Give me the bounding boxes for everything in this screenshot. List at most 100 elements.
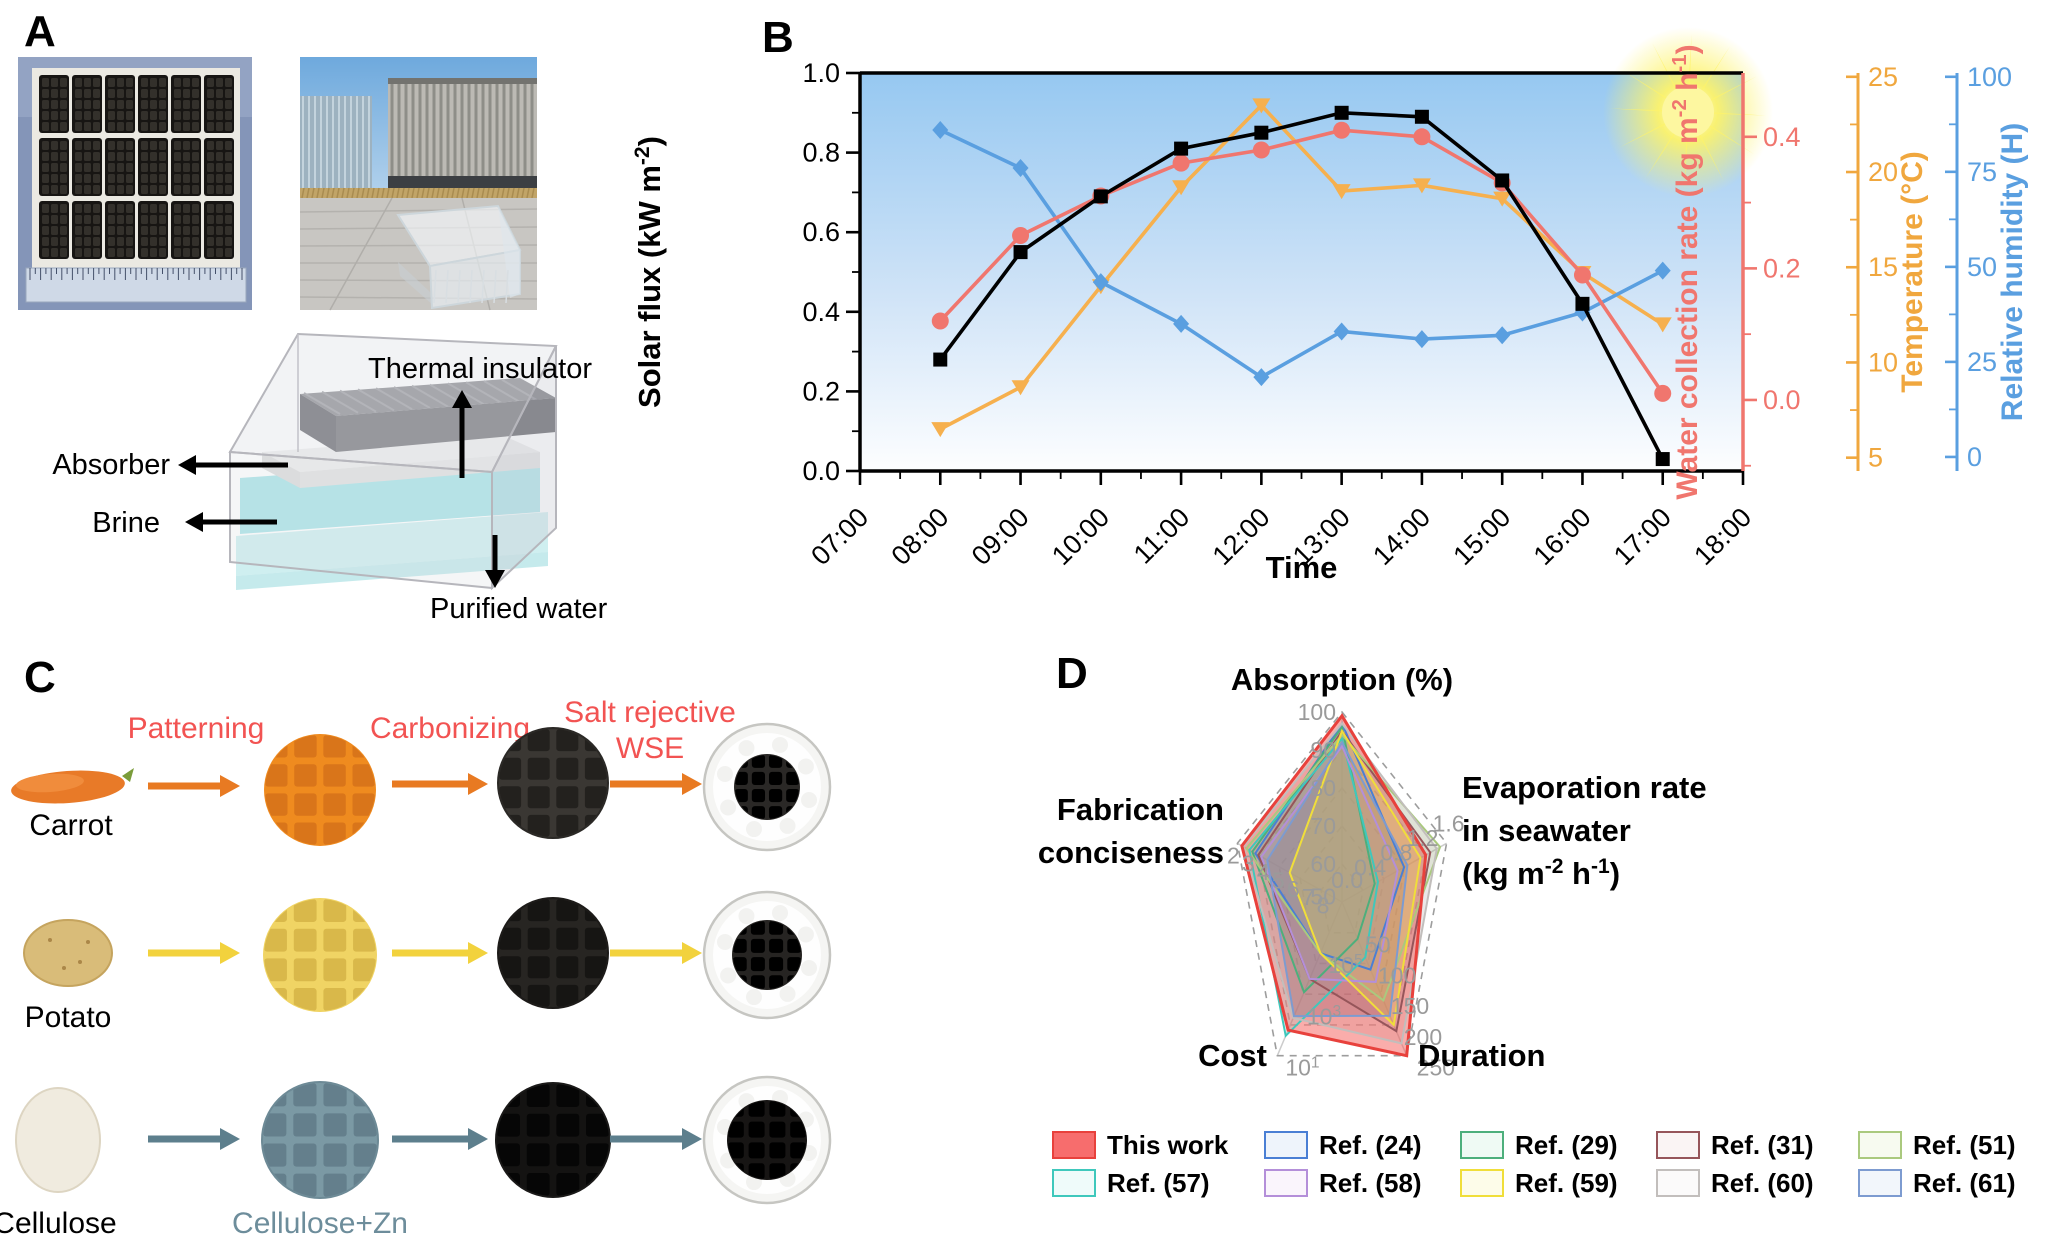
duration-axis-title: Duration (1418, 1038, 1545, 1073)
legend-item: Ref. (61) (1858, 1164, 2044, 1202)
absorption-tick: 80 (1310, 775, 1336, 801)
temp-tick: 15 (1868, 252, 1898, 282)
wse-dish (702, 722, 832, 852)
ruler-icon (25, 267, 247, 303)
time-tick: 10:00 (1046, 502, 1115, 571)
radar-outline (1242, 721, 1438, 1045)
evaporation-tick: 1.6 (1433, 810, 1465, 836)
panel-c-label: C (24, 653, 56, 702)
wse-dish (702, 1075, 832, 1205)
absorption-tick: 50 (1310, 883, 1336, 909)
radar-outline (1251, 724, 1376, 995)
legend-swatch (1460, 1131, 1504, 1159)
legend-swatch (1656, 1169, 1700, 1197)
solar-tick: 0.2 (802, 376, 840, 406)
fabrication-tick: 2 (1227, 842, 1240, 868)
absorption-tick: 90 (1310, 737, 1336, 763)
acrylic-shell (228, 332, 558, 591)
legend-label: Ref. (24) (1319, 1129, 1422, 1160)
radar-outline (1240, 713, 1428, 1058)
patterning-label: Patterning (128, 712, 265, 745)
absorption-tick: 100 (1298, 699, 1336, 725)
time-tick: 17:00 (1608, 502, 1677, 571)
time-tick: 14:00 (1367, 502, 1436, 571)
water-tick: 0.0 (1763, 385, 1801, 415)
legend-label: Ref. (58) (1319, 1167, 1422, 1198)
legend-swatch (1052, 1131, 1096, 1159)
radar-outline (1266, 740, 1409, 1018)
solar-tick: 0.4 (802, 297, 840, 327)
time-tick: 15:00 (1447, 502, 1516, 571)
carbonizing-label: Carbonizing (370, 712, 530, 745)
radar-outline (1254, 721, 1406, 971)
panel-b-chart: 0.0 0.2 0.4 0.6 0.8 1.0 Solar flux (kW m-2) 07:… (631, 27, 2029, 585)
potato-photo (23, 919, 113, 987)
legend-item: Ref. (58) (1264, 1164, 1460, 1202)
legend-item: Ref. (31) (1656, 1126, 1858, 1164)
evaporation-tick: 0.8 (1380, 840, 1412, 866)
legend-label: Ref. (59) (1515, 1167, 1618, 1198)
cost-tick: 103 (1307, 1003, 1341, 1029)
legend-item: This work (1052, 1126, 1264, 1164)
legend-item: Ref. (24) (1264, 1126, 1460, 1164)
solar-axis-title: Solar flux (kW m-2) (631, 136, 667, 408)
fabrication-tick: 5 (1272, 867, 1285, 893)
cellulose-zn-label: Cellulose+Zn (232, 1207, 408, 1240)
legend-item: Ref. (51) (1858, 1126, 2044, 1164)
fabrication-tick: 7 (1302, 884, 1315, 910)
evaporation-axis-title: (kg m-2 h-1) (1462, 855, 1620, 891)
solar-tick: 0.0 (802, 456, 840, 486)
legend-item: Ref. (60) (1656, 1164, 1858, 1202)
temp-tick: 10 (1868, 347, 1898, 377)
outdoor-test-photo (299, 57, 538, 311)
radar-area (1252, 727, 1375, 993)
water-collection-rate-series (931, 121, 1672, 402)
temp-tick: 5 (1868, 443, 1883, 473)
potato-row: Potato (23, 897, 702, 1034)
cellulose-row: Cellulose Cellulose+Zn (0, 1081, 702, 1240)
thermal-insulator-label: Thermal insulator (368, 353, 592, 385)
legend-label: Ref. (61) (1913, 1167, 2016, 1198)
absorber-label: Absorber (52, 449, 170, 481)
cost-tick: 105 (1328, 952, 1363, 978)
rh-axis-title: Relative humidity (H) (1996, 123, 2029, 421)
legend-label: This work (1107, 1129, 1229, 1160)
panel-b-label: B (762, 13, 794, 62)
legend-swatch (1460, 1169, 1504, 1197)
rh-tick: 25 (1967, 347, 1997, 377)
time-tick: 07:00 (805, 502, 874, 571)
panel-a: Thermal insulator Absorber Brine Purified w… (18, 57, 608, 625)
acrylic-evaporator-photo (396, 204, 522, 310)
fabrication-tick: 8 (1317, 893, 1330, 919)
wse-dish (702, 890, 832, 1020)
rh-tick: 100 (1967, 62, 2012, 92)
legend-item: Ref. (29) (1460, 1126, 1656, 1164)
temp-tick: 25 (1868, 62, 1898, 92)
carrot-row: Carrot (11, 727, 702, 846)
fabrication-tick: 6 (1287, 876, 1300, 902)
evaporation-tick: 0.0 (1331, 867, 1363, 893)
salt-rejective-label: Salt rejective (564, 696, 736, 729)
carrot-label: Carrot (29, 809, 113, 842)
legend-swatch (1858, 1131, 1902, 1159)
evaporation-axis-title: Evaporation rate (1462, 770, 1707, 805)
water-axis-title: Water collection rate (kg m-2 h-1) (1669, 44, 1704, 499)
time-axis-title: Time (1266, 550, 1338, 585)
cost-tick: 101 (1285, 1054, 1319, 1080)
evaporation-axis-title: in seawater (1462, 813, 1631, 848)
fabrication-tick: 4 (1257, 859, 1270, 885)
brine-label: Brine (92, 507, 160, 539)
solar-tick: 0.8 (802, 138, 840, 168)
legend-label: Ref. (60) (1711, 1167, 1814, 1198)
duration-tick: 250 (1417, 1055, 1455, 1081)
panel-a-label: A (24, 7, 56, 56)
duration-tick: 150 (1391, 993, 1429, 1019)
legend-swatch (1656, 1131, 1700, 1159)
device-schematic: Thermal insulator Absorber Brine Purified w… (52, 332, 608, 625)
absorption-axis-title: Absorption (%) (1231, 662, 1453, 697)
time-tick: 18:00 (1688, 502, 1757, 571)
radar-outline (1245, 733, 1442, 1002)
purified-water-label: Purified water (430, 593, 608, 625)
